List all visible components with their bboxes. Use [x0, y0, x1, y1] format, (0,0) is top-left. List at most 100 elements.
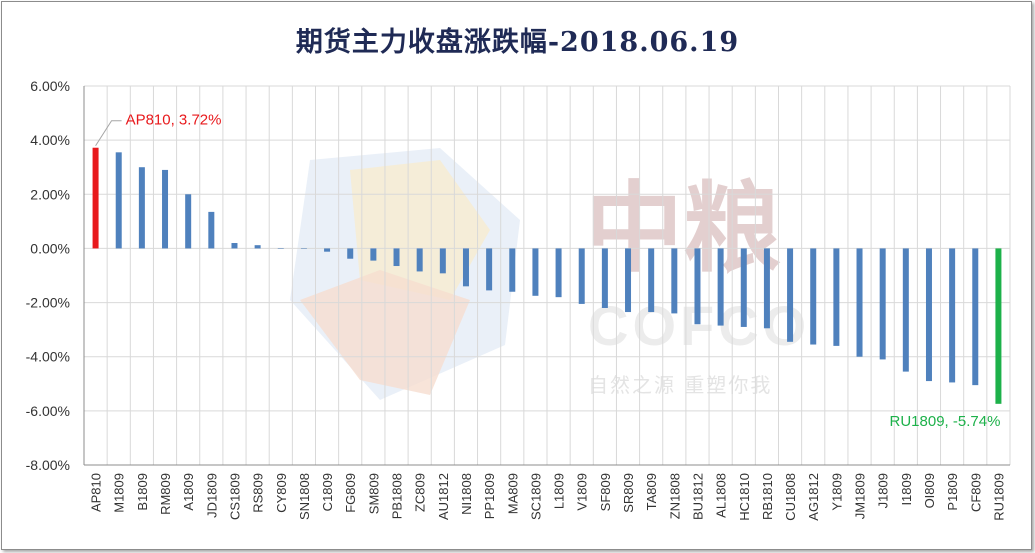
bar-p1809 [949, 248, 956, 383]
x-tick-label: PP1809 [482, 473, 497, 519]
x-tick-label: B1809 [135, 473, 150, 511]
watermark-slogan: 自然之源 重塑你我 [588, 373, 772, 397]
x-tick-label: I1809 [899, 473, 914, 506]
bar-ni1808 [462, 248, 469, 287]
bar-sn1808 [300, 248, 307, 249]
bar-sm809 [370, 248, 377, 261]
grid-lines [83, 85, 1011, 466]
x-tick-label: MA809 [505, 473, 520, 514]
x-tick-label: FG809 [343, 473, 358, 513]
x-tick-label: HC1810 [737, 473, 752, 521]
x-tick-label: P1809 [945, 473, 960, 511]
y-tick-label: -4.00% [26, 349, 70, 365]
bar-zc809 [416, 248, 423, 272]
y-tick-label: 4.00% [30, 132, 70, 148]
x-tick-label: NI1808 [459, 473, 474, 515]
x-tick-label: A1809 [181, 473, 196, 511]
annotation-leader-line [95, 120, 122, 146]
x-tick-label: AG1812 [806, 473, 821, 521]
x-tick-label: JM1809 [853, 473, 868, 519]
bar-v1809 [578, 248, 585, 304]
bar-c1809 [324, 248, 331, 252]
bar-oi809 [925, 248, 932, 382]
bar-ma809 [509, 248, 516, 292]
chart-title: 期货主力收盘涨跌幅-2018.06.19 [295, 27, 740, 58]
bar-pp1809 [486, 248, 493, 291]
x-tick-label: RU1809 [991, 473, 1006, 521]
x-tick-label: TA809 [644, 473, 659, 510]
x-tick-label: AP810 [89, 473, 104, 512]
bar-rs809 [254, 245, 261, 249]
y-tick-label: -2.00% [26, 295, 70, 311]
bar-l1809 [555, 248, 562, 298]
bar-ru1809 [995, 248, 1002, 404]
bar-i1809 [902, 248, 909, 372]
bar-bu1812 [694, 248, 701, 325]
bar-a1809 [185, 194, 192, 249]
bar-ap810 [92, 147, 99, 249]
x-tick-label: RS809 [251, 473, 266, 513]
bar-au1812 [439, 248, 446, 274]
bar-y1809 [833, 248, 840, 346]
y-axis-ticks: 6.00% 4.00% 2.00% 0.00% -2.00% -4.00% -6.00% -8… [26, 78, 70, 473]
bar-sr809 [625, 248, 632, 313]
bar-hc1810 [740, 248, 747, 327]
x-axis-ticks: AP810 M1809 B1809 RM809 A1809 JD1809 CS1809 RS8… [89, 473, 1007, 521]
bar-b1809 [138, 167, 145, 249]
bar-rb1810 [763, 248, 770, 329]
x-tick-label: CU1808 [783, 473, 798, 521]
bar-m1809 [115, 152, 122, 249]
bar-cf809 [972, 248, 979, 386]
bar-ta809 [648, 248, 655, 313]
x-tick-label: L1809 [552, 473, 567, 509]
x-tick-label: CF809 [968, 473, 983, 512]
x-tick-label: CS1809 [227, 473, 242, 520]
bar-jd1809 [208, 211, 215, 249]
x-tick-label: SM809 [366, 473, 381, 514]
y-tick-label: 6.00% [30, 78, 70, 94]
x-tick-label: Y1809 [829, 473, 844, 511]
y-tick-label: -8.00% [26, 457, 70, 473]
x-tick-label: OI809 [922, 473, 937, 508]
data-annotations: AP810, 3.72% RU1809, -5.74% [95, 112, 1001, 430]
y-tick-label: 0.00% [30, 240, 70, 256]
bar-cy809 [277, 248, 284, 249]
bar-pb1808 [393, 248, 400, 267]
x-tick-label: CY809 [274, 473, 289, 513]
y-tick-label: 2.00% [30, 186, 70, 202]
x-tick-label: JD1809 [204, 473, 219, 518]
bar-jm1809 [856, 248, 863, 357]
x-tick-label: SR809 [621, 473, 636, 513]
annotation-max-label: AP810, 3.72% [126, 112, 222, 129]
x-tick-label: SN1808 [297, 473, 312, 520]
bar-fg809 [347, 248, 354, 259]
x-tick-label: ZC809 [413, 473, 428, 512]
x-tick-label: RM809 [158, 473, 173, 515]
watermark-brand-cn: 中粮 [585, 172, 781, 286]
bar-sc1809 [532, 248, 539, 296]
bar-al1808 [717, 248, 724, 326]
bar-zn1808 [671, 248, 678, 314]
x-tick-label: BU1812 [690, 473, 705, 520]
bar-j1809 [879, 248, 886, 360]
bar-rm809 [162, 169, 169, 249]
x-tick-label: SC1809 [528, 473, 543, 520]
x-tick-label: V1809 [575, 473, 590, 511]
x-tick-label: PB1808 [390, 473, 405, 519]
bar-cs1809 [231, 243, 238, 249]
x-tick-label: C1809 [320, 473, 335, 511]
x-tick-label: ZN1808 [667, 473, 682, 519]
bar-sf809 [601, 248, 608, 308]
x-tick-label: M1809 [112, 473, 127, 513]
x-tick-label: AU1812 [436, 473, 451, 520]
x-tick-label: SF809 [598, 473, 613, 511]
bar-cu1808 [787, 248, 794, 342]
annotation-min-label: RU1809, -5.74% [890, 413, 1001, 430]
bar-ag1812 [810, 248, 817, 345]
x-tick-label: AL1808 [714, 473, 729, 518]
y-tick-label: -6.00% [26, 403, 70, 419]
bars [92, 147, 1002, 404]
x-tick-label: J1809 [876, 473, 891, 508]
x-tick-label: RB1810 [760, 473, 775, 520]
